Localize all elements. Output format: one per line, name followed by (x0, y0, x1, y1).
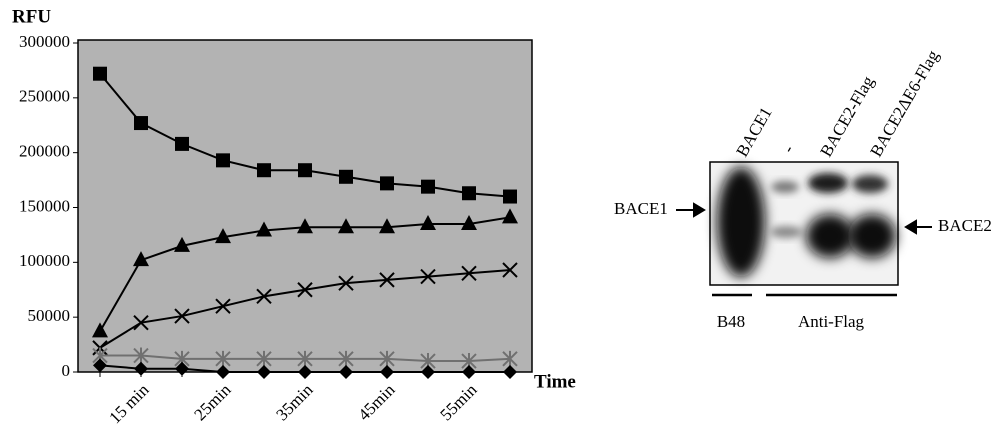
data-point (380, 176, 394, 190)
left-marker-label: BACE1 (614, 199, 668, 218)
x-tick-label: 45min (354, 380, 399, 425)
lane-label: - (778, 141, 797, 156)
y-tick-label: 300000 (19, 32, 70, 51)
group-label: Anti-Flag (798, 312, 865, 331)
data-point (134, 116, 148, 130)
data-point (257, 163, 271, 177)
data-point (298, 163, 312, 177)
data-point (503, 190, 517, 204)
y-tick-label: 100000 (19, 251, 70, 270)
x-tick-label: 15 min (105, 380, 153, 428)
y-axis-label: RFU (12, 6, 51, 27)
arrow (906, 221, 932, 233)
right-marker-label: BACE2 (938, 216, 992, 235)
x-axis-label: Time (534, 371, 576, 392)
data-point (421, 180, 435, 194)
data-point (339, 170, 353, 184)
x-tick-label: 25min (190, 380, 235, 425)
y-tick-label: 0 (62, 361, 71, 380)
y-tick-label: 150000 (19, 196, 70, 215)
lane-label: BACE1 (732, 104, 775, 160)
data-point (462, 186, 476, 200)
blot: BACE1 - BACE2-Flag BACE2ΔE6-Flag BACE1 B… (614, 46, 992, 330)
figure: RFU Time BACE1 - BACE2-Flag BACE2ΔE6-Fla… (0, 0, 1003, 432)
x-tick-label: 55min (436, 380, 481, 425)
y-tick-label: 50000 (28, 306, 71, 325)
data-point (216, 153, 230, 167)
arrow (676, 204, 704, 216)
x-tick-label: 35min (272, 380, 317, 425)
data-point (93, 67, 107, 81)
group-label: B48 (717, 312, 745, 331)
data-point (175, 137, 189, 151)
y-tick-label: 250000 (19, 87, 70, 106)
lane-label: BACE2ΔE6-Flag (866, 46, 942, 159)
y-tick-label: 200000 (19, 142, 70, 161)
